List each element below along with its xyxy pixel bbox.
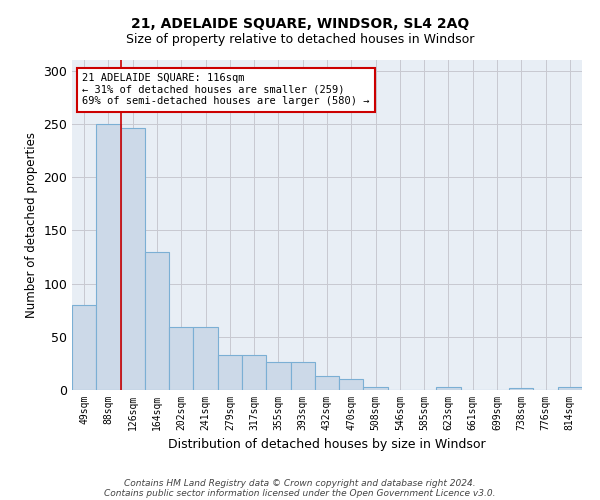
- Bar: [339, 380, 364, 390]
- Bar: [315, 376, 339, 390]
- Y-axis label: Number of detached properties: Number of detached properties: [25, 132, 38, 318]
- Text: 21 ADELAIDE SQUARE: 116sqm
← 31% of detached houses are smaller (259)
69% of sem: 21 ADELAIDE SQUARE: 116sqm ← 31% of deta…: [82, 73, 370, 106]
- Bar: [145, 252, 169, 390]
- Bar: [96, 124, 121, 390]
- Bar: [436, 387, 461, 390]
- Bar: [364, 387, 388, 390]
- Bar: [558, 387, 582, 390]
- X-axis label: Distribution of detached houses by size in Windsor: Distribution of detached houses by size …: [168, 438, 486, 452]
- Text: 21, ADELAIDE SQUARE, WINDSOR, SL4 2AQ: 21, ADELAIDE SQUARE, WINDSOR, SL4 2AQ: [131, 18, 469, 32]
- Bar: [72, 305, 96, 390]
- Text: Contains public sector information licensed under the Open Government Licence v3: Contains public sector information licen…: [104, 488, 496, 498]
- Text: Contains HM Land Registry data © Crown copyright and database right 2024.: Contains HM Land Registry data © Crown c…: [124, 478, 476, 488]
- Bar: [509, 388, 533, 390]
- Bar: [169, 327, 193, 390]
- Bar: [121, 128, 145, 390]
- Bar: [266, 362, 290, 390]
- Bar: [242, 355, 266, 390]
- Bar: [193, 327, 218, 390]
- Text: Size of property relative to detached houses in Windsor: Size of property relative to detached ho…: [126, 32, 474, 46]
- Bar: [218, 355, 242, 390]
- Bar: [290, 362, 315, 390]
